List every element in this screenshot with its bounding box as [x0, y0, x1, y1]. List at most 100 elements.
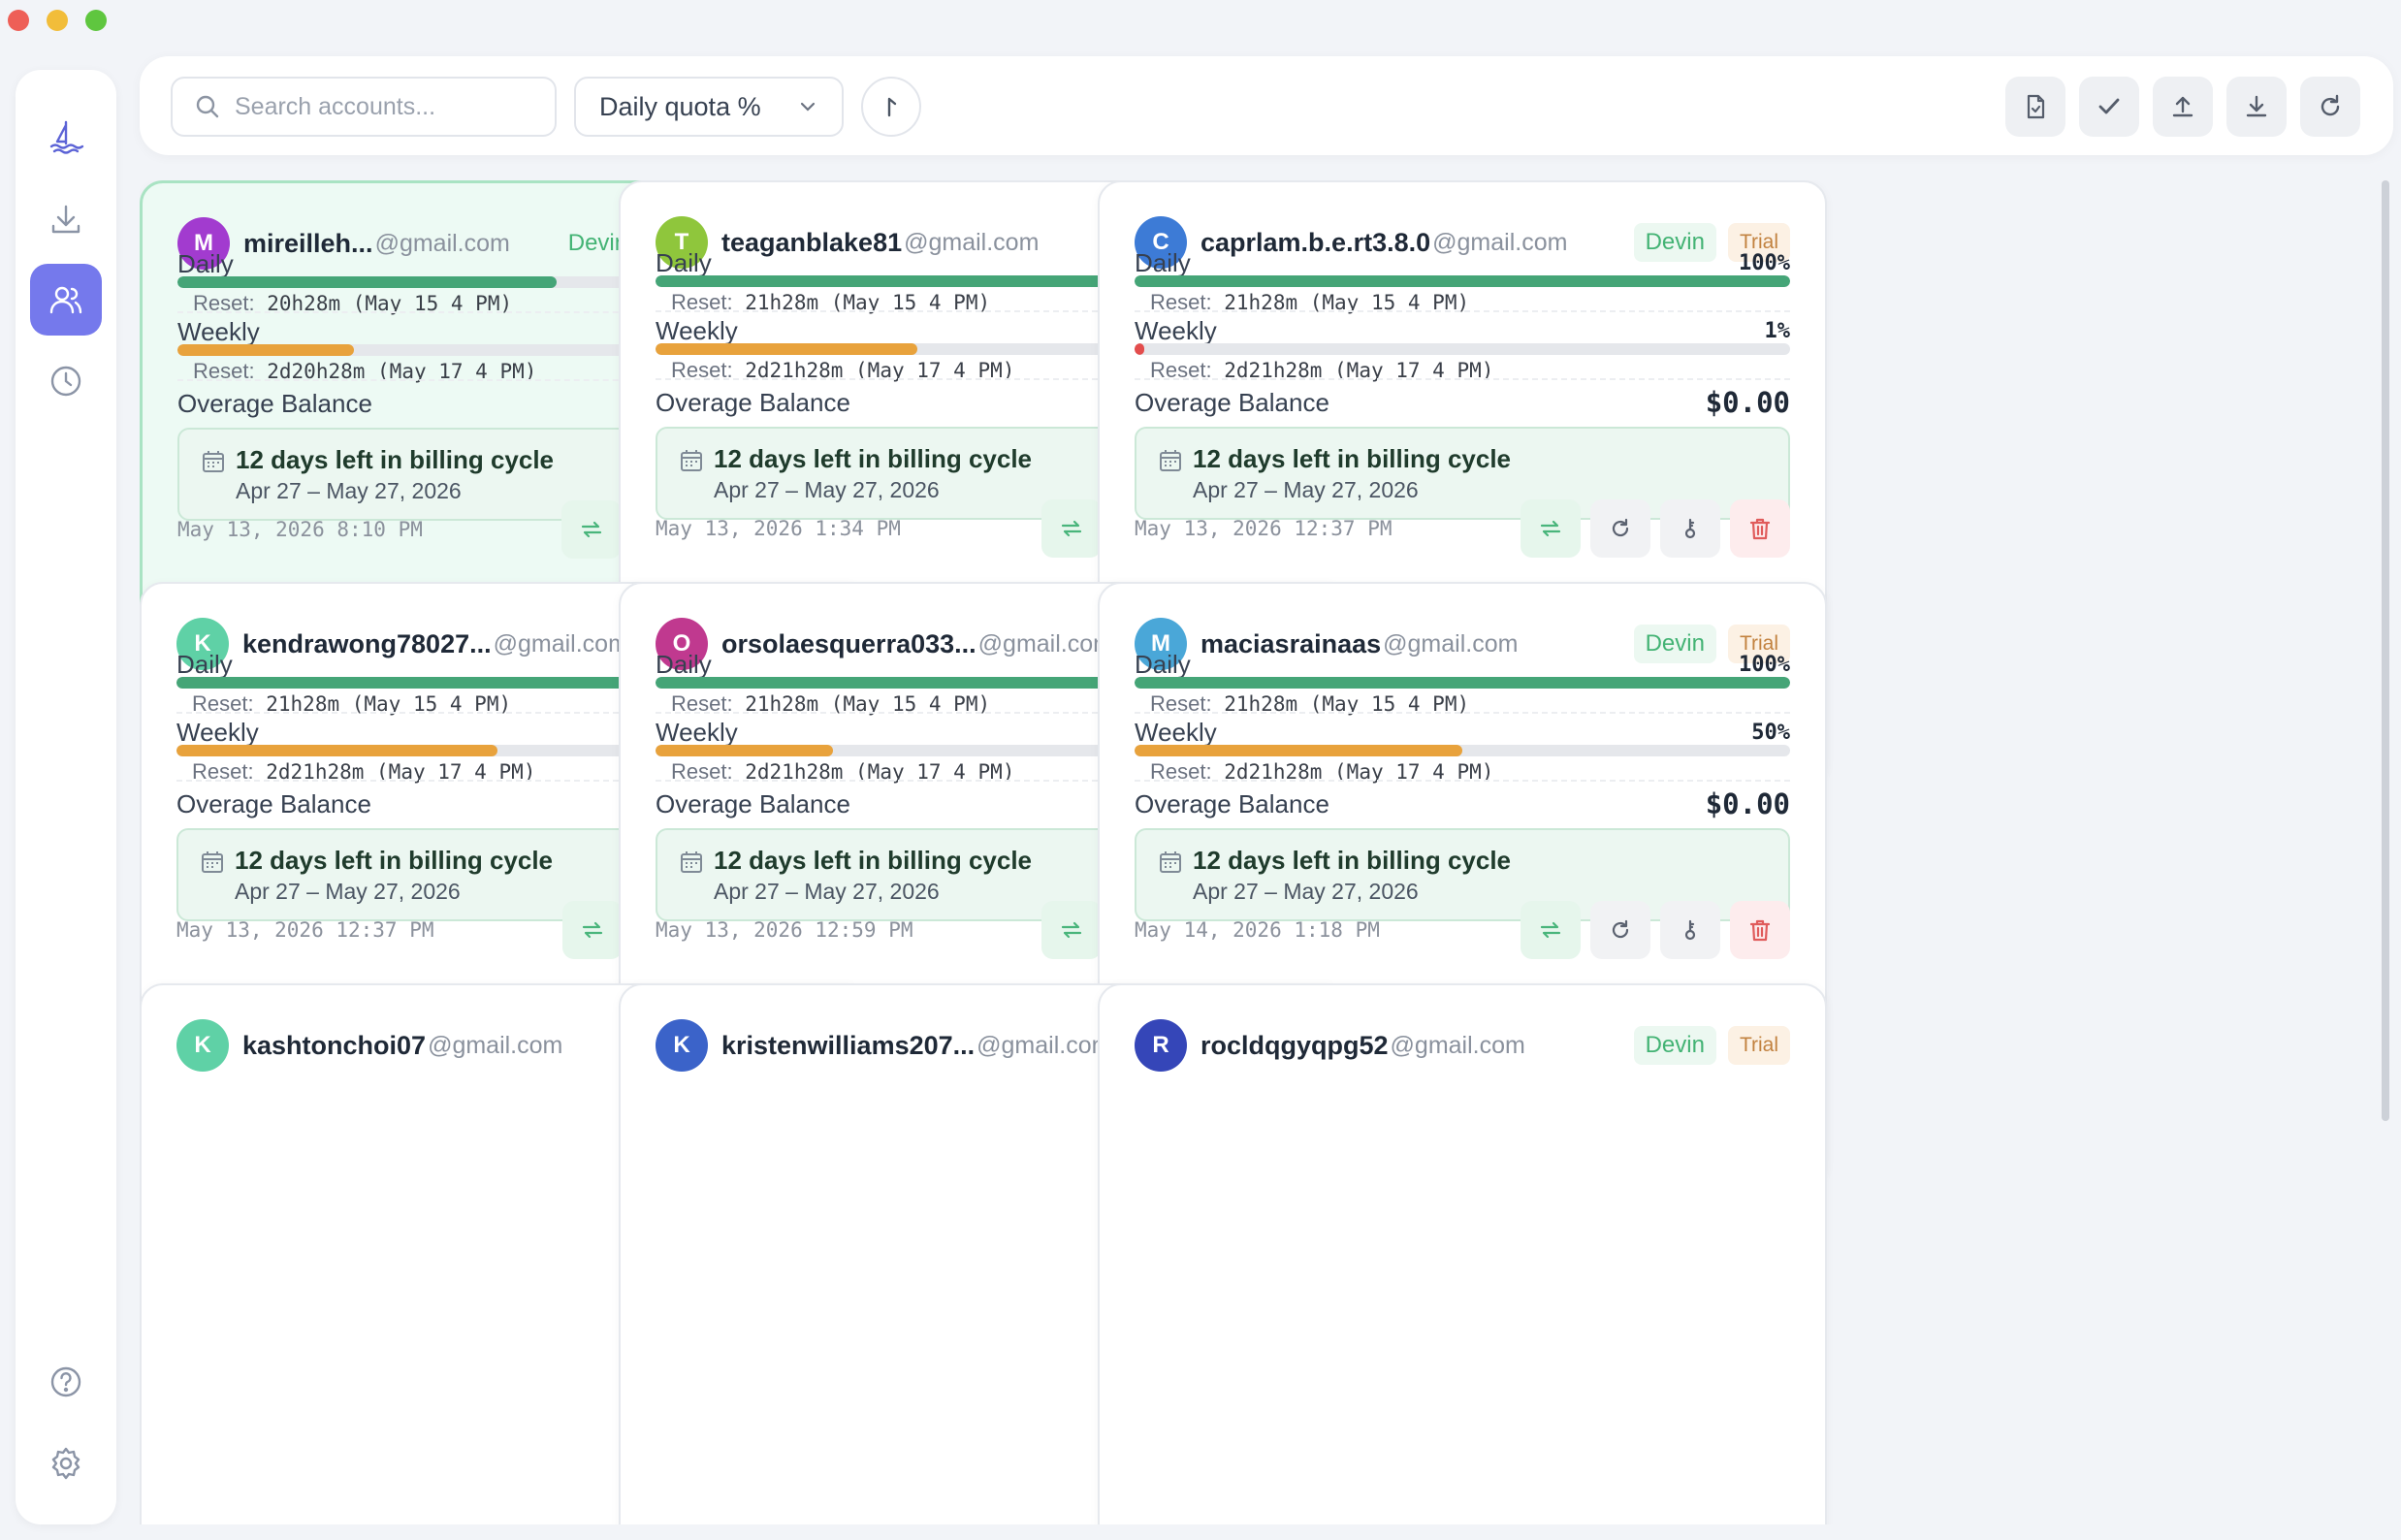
calendar-icon: [1160, 450, 1181, 471]
toolbar: Daily quota %: [140, 56, 2393, 155]
avatar: T: [656, 216, 708, 269]
settings-button[interactable]: [30, 1428, 102, 1499]
weekly-progress-fill: [656, 343, 918, 355]
calendar-icon: [1160, 851, 1181, 873]
switch-icon: [1061, 520, 1082, 537]
app-logo-icon[interactable]: [30, 101, 102, 173]
clock-icon: [50, 366, 81, 397]
export-button[interactable]: [2226, 77, 2287, 137]
daily-progress-fill: [1135, 275, 1790, 287]
reset-label: Reset:: [193, 359, 255, 383]
billing-cycle-box: 12 days left in billing cycle Apr 27 – Ma…: [1135, 828, 1790, 921]
token-button[interactable]: [1660, 901, 1720, 959]
weekly-label: Weekly: [656, 718, 738, 747]
delete-account-button[interactable]: [1730, 499, 1790, 558]
daily-label: Daily: [177, 249, 234, 278]
calendar-icon: [679, 850, 704, 880]
last-updated-timestamp: May 13, 2026 8:10 PM: [177, 518, 423, 541]
calendar-icon: [200, 850, 225, 880]
download-icon: [51, 205, 80, 234]
calendar-icon: [201, 449, 226, 479]
switch-account-button[interactable]: [561, 500, 622, 559]
last-updated-timestamp: May 13, 2026 12:59 PM: [656, 918, 913, 942]
plan-badge: Devin: [1633, 1026, 1716, 1065]
sort-select[interactable]: Daily quota %: [574, 77, 844, 137]
calendar-icon: [1158, 448, 1183, 478]
reset-label: Reset:: [193, 291, 255, 315]
daily-progress-fill: [656, 275, 1227, 287]
trial-badge: Trial: [1727, 625, 1790, 663]
card-footer: May 14, 2026 1:18 PM: [1135, 900, 1790, 960]
overage-row: Overage Balance $0.00: [1135, 787, 1790, 820]
token-button[interactable]: [1660, 499, 1720, 558]
daily-progress-fill: [1135, 677, 1790, 689]
switch-icon: [1061, 921, 1082, 939]
sort-direction-button[interactable]: [861, 77, 921, 137]
window-close-button[interactable]: [8, 10, 29, 31]
billing-cycle-range: Apr 27 – May 27, 2026: [235, 879, 461, 904]
switch-account-button[interactable]: [1521, 499, 1581, 558]
help-button[interactable]: [30, 1346, 102, 1418]
trash-icon: [1749, 518, 1771, 540]
divider: [176, 780, 832, 782]
refresh-icon: [2321, 94, 2340, 116]
calendar-icon: [681, 851, 702, 873]
refresh-account-button[interactable]: [1590, 901, 1650, 959]
weekly-percent: 1%: [1764, 319, 1791, 343]
account-domain: @gmail.com: [1383, 629, 1519, 658]
scrollbar[interactable]: [2382, 180, 2389, 1121]
delete-account-button[interactable]: [1730, 901, 1790, 959]
export-file-button[interactable]: [2005, 77, 2065, 137]
divider: [1135, 780, 1790, 782]
switch-account-button[interactable]: [1041, 499, 1102, 558]
search-box[interactable]: [171, 77, 557, 137]
calendar-icon: [679, 448, 704, 478]
search-input[interactable]: [235, 92, 506, 121]
account-domain: @gmail.com: [904, 228, 1040, 256]
weekly-progress-fill: [1135, 343, 1145, 355]
refresh-account-button[interactable]: [1590, 499, 1650, 558]
sidebar-item-history[interactable]: [30, 345, 102, 417]
import-button[interactable]: [2153, 77, 2213, 137]
avatar: R: [1135, 1019, 1187, 1072]
check-icon: [2098, 98, 2120, 114]
account-username: caprlam.b.e.rt3.8.0: [1200, 227, 1431, 257]
weekly-progress-fill: [656, 745, 833, 756]
divider: [176, 712, 832, 714]
switch-account-button[interactable]: [1041, 901, 1102, 959]
account-username: kashtonchoi07: [242, 1030, 427, 1060]
billing-cycle-title: 12 days left in billing cycle: [1193, 444, 1512, 473]
divider: [177, 311, 831, 313]
select-all-button[interactable]: [2079, 77, 2139, 137]
daily-label: Daily: [1135, 650, 1191, 679]
daily-percent: 100%: [1739, 653, 1790, 677]
reset-label: Reset:: [671, 759, 733, 784]
daily-label: Daily: [656, 650, 712, 679]
last-updated-timestamp: May 14, 2026 1:18 PM: [1135, 918, 1380, 942]
window-minimize-button[interactable]: [47, 10, 68, 31]
billing-cycle-title: 12 days left in billing cycle: [714, 846, 1033, 875]
weekly-label: Weekly: [1135, 316, 1217, 345]
plan-badge: Devin: [567, 230, 628, 256]
switch-icon: [582, 921, 603, 939]
sidebar-item-download[interactable]: [30, 184, 102, 256]
window-maximize-button[interactable]: [85, 10, 107, 31]
account-domain: @gmail.com: [977, 629, 1113, 658]
refresh-icon: [1612, 919, 1629, 939]
daily-label: Daily: [1135, 248, 1191, 277]
refresh-all-button[interactable]: [2300, 77, 2360, 137]
weekly-progress-fill: [176, 745, 498, 756]
overage-balance: $0.00: [1705, 386, 1790, 419]
switch-account-button[interactable]: [1521, 901, 1581, 959]
search-icon: [196, 95, 219, 118]
divider: [656, 378, 1311, 380]
trash-icon: [1749, 919, 1771, 942]
switch-account-button[interactable]: [562, 901, 623, 959]
divider: [656, 780, 1311, 782]
sidebar-item-accounts[interactable]: [30, 264, 102, 336]
weekly-progress-fill: [177, 344, 354, 356]
switch-icon: [581, 521, 602, 538]
